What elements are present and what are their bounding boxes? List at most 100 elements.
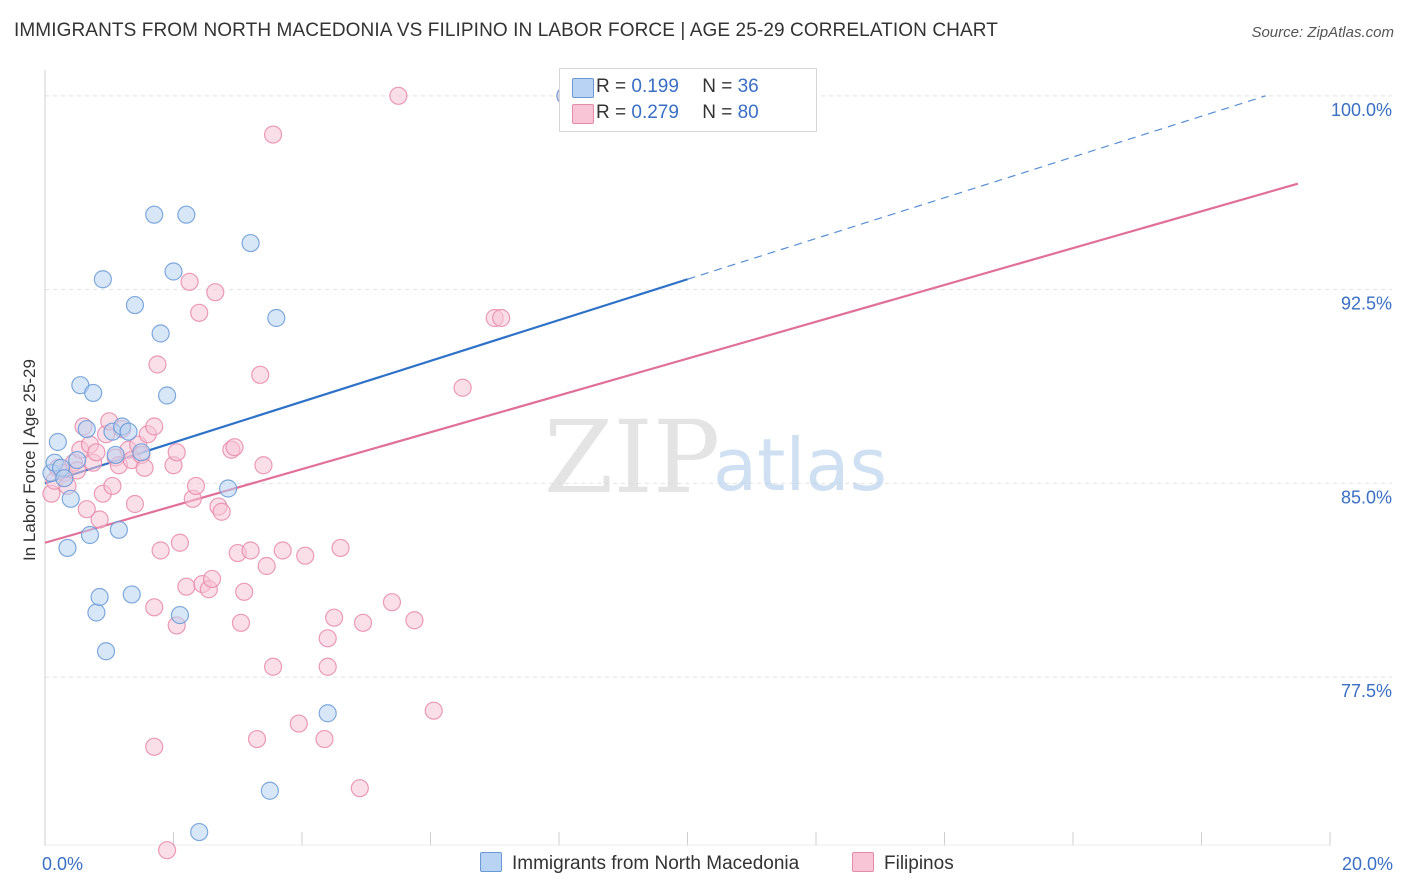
point-filipinos [405,611,424,630]
y-axis-label: In Labor Force | Age 25-29 [20,359,39,561]
y-tick-label: 85.0% [1341,487,1392,507]
point-north-macedonia [132,443,151,462]
point-north-macedonia [93,270,112,289]
point-north-macedonia [164,262,183,281]
point-filipinos [318,657,337,676]
point-north-macedonia [106,445,125,465]
point-filipinos [389,86,408,105]
legend-row-north-macedonia: R = 0.199 N = 36 [572,76,759,100]
point-north-macedonia [55,469,74,488]
point-filipinos [235,582,254,601]
y-tick-label: 92.5% [1341,294,1392,314]
trend-lines [44,95,1299,544]
point-filipinos [254,456,273,475]
point-north-macedonia [260,781,279,800]
point-filipinos [145,737,164,756]
point-filipinos [167,443,186,462]
point-north-macedonia [170,605,190,625]
point-filipinos [145,417,164,436]
point-filipinos [180,272,199,291]
point-north-macedonia [96,642,116,661]
point-north-macedonia [84,383,103,403]
point-filipinos [350,779,369,798]
point-filipinos [424,701,443,720]
point-north-macedonia [151,324,170,343]
y-tick-label: 100.0% [1331,100,1392,120]
x-tick-label: 20.0% [1342,854,1393,874]
watermark-atlas: atlas [713,423,887,507]
point-north-macedonia [68,450,87,470]
point-filipinos [251,365,270,384]
point-filipinos [257,556,276,576]
point-north-macedonia [122,585,141,604]
point-north-macedonia [145,205,164,224]
point-north-macedonia [48,432,67,452]
point-filipinos [325,608,344,627]
point-filipinos [125,494,145,514]
point-filipinos [151,541,170,560]
point-filipinos [273,541,292,560]
point-filipinos [170,533,190,552]
legend-n-value: 80 [737,102,759,123]
tick-labels: 100.0% 92.5% 85.0% 77.5% 0.0% 20.0% [42,100,1393,874]
stats-legend: R = 0.199 N = 36 R = 0.279 N = 80 [559,68,817,132]
legend-n-label: N = [702,76,733,97]
point-filipinos [190,303,209,322]
point-north-macedonia [177,205,196,224]
point-filipinos [231,613,251,632]
point-north-macedonia [119,422,138,441]
point-filipinos [296,546,315,565]
x-tick-label: 0.0% [42,854,83,874]
point-filipinos [177,577,196,596]
point-north-macedonia [77,419,96,439]
legend-swatch-pink [572,104,594,124]
point-north-macedonia [219,479,238,498]
point-filipinos [247,729,267,749]
legend-r-label: R = [596,76,627,97]
point-filipinos [289,714,308,733]
point-filipinos [148,355,167,374]
point-filipinos [225,438,244,457]
point-filipinos [353,613,373,632]
trend-line-north-macedonia-extension [687,95,1266,280]
legend-item-filipinos[interactable]: Filipinos [852,852,954,876]
point-filipinos [318,629,337,648]
point-filipinos [263,125,283,144]
point-filipinos [206,283,225,302]
watermark-zip: ZIP [544,399,720,516]
point-filipinos [212,502,231,521]
axes [44,70,1331,846]
point-filipinos [382,593,402,612]
trend-line-north-macedonia [44,278,688,485]
point-filipinos [145,598,164,617]
legend-label-north-macedonia: Immigrants from North Macedonia [512,853,800,874]
point-filipinos [241,541,260,560]
point-filipinos [90,510,109,529]
point-north-macedonia [90,587,109,607]
legend-n-label: N = [702,102,733,123]
point-filipinos [492,308,511,328]
point-filipinos [202,569,222,589]
point-filipinos [263,657,283,676]
y-tick-label: 77.5% [1341,681,1392,701]
point-north-macedonia [80,525,100,545]
legend-label-filipinos: Filipinos [884,853,954,874]
chart-title: IMMIGRANTS FROM NORTH MACEDONIA VS FILIP… [14,20,998,41]
point-north-macedonia [267,308,286,328]
point-north-macedonia [190,822,209,842]
point-filipinos [453,378,472,397]
legend-r-value: 0.199 [631,76,679,97]
source-label: Source: ZipAtlas.com [1251,24,1394,41]
point-filipinos [186,476,206,496]
legend-item-north-macedonia[interactable]: Immigrants from North Macedonia [480,852,799,876]
point-north-macedonia [241,233,260,253]
point-north-macedonia [61,489,80,508]
data-points [42,86,787,860]
point-north-macedonia [109,520,128,539]
legend-r-value: 0.279 [631,102,679,123]
point-filipinos [103,476,122,496]
legend-swatch-pink [852,852,874,872]
point-filipinos [157,841,177,860]
legend-n-value: 36 [737,76,759,97]
